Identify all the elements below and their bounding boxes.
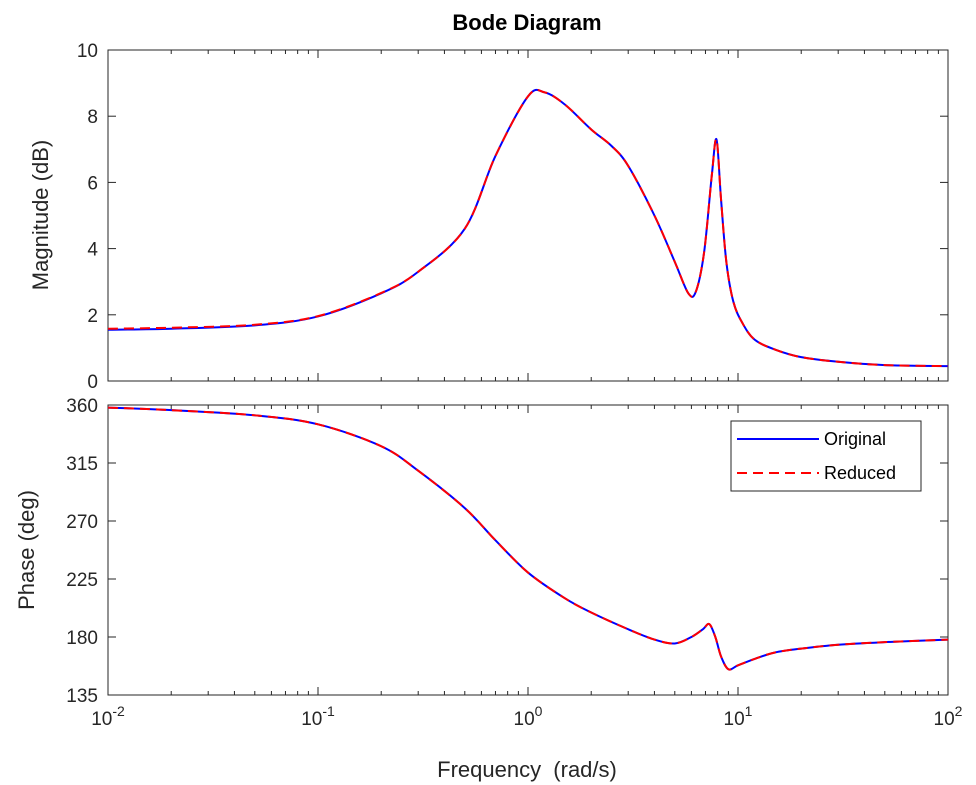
magnitude-panel: 0 2 4 6 8 10 Magnitude (dB) — [28, 41, 949, 393]
y-tick-label: 0 — [87, 372, 98, 393]
x-tick-label: 100 — [514, 703, 543, 730]
y-tick-label: 180 — [66, 628, 98, 649]
y-tick-label: 270 — [66, 512, 98, 533]
phase-ylabel: Phase (deg) — [14, 490, 39, 610]
x-tick-label: 102 — [934, 703, 963, 730]
magnitude-ticks: 0 2 4 6 8 10 — [77, 41, 948, 393]
phase-panel: 135 180 225 270 315 360 Phase (deg) Original … — [14, 396, 949, 707]
legend-label-original: Original — [824, 429, 886, 449]
chart-title: Bode Diagram — [452, 10, 601, 35]
phase-lines — [107, 406, 949, 671]
legend-label-reduced: Reduced — [824, 463, 896, 483]
x-tick-label: 101 — [724, 703, 753, 730]
y-tick-label: 225 — [66, 570, 98, 591]
y-tick-label: 8 — [87, 107, 98, 128]
y-tick-label: 6 — [87, 173, 98, 194]
x-axis-label: Frequency (rad/s) — [437, 757, 617, 782]
legend: Original Reduced — [730, 420, 922, 492]
x-tick-labels: 10-2 10-1 100 101 102 — [91, 703, 962, 730]
magnitude-lines — [107, 88, 949, 368]
magnitude-axes — [107, 49, 949, 382]
phase-line-reduced — [107, 406, 949, 671]
y-tick-label: 360 — [66, 396, 98, 417]
legend-box — [730, 420, 922, 492]
y-tick-label: 4 — [87, 240, 98, 261]
magnitude-ylabel: Magnitude (dB) — [28, 140, 53, 290]
y-tick-label: 10 — [77, 41, 98, 62]
magnitude-line-reduced — [107, 88, 949, 368]
y-tick-label: 135 — [66, 686, 98, 707]
phase-ticks: 135 180 225 270 315 360 — [66, 396, 948, 707]
x-tick-label: 10-1 — [301, 703, 335, 730]
y-tick-label: 2 — [87, 306, 98, 327]
x-tick-label: 10-2 — [91, 703, 125, 730]
y-tick-label: 315 — [66, 454, 98, 475]
